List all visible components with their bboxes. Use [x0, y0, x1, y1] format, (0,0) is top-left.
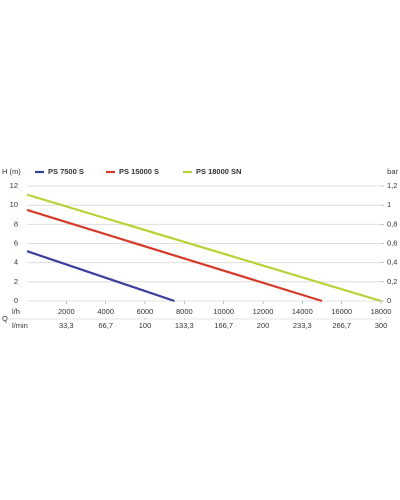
y-tick-label: 4 [14, 258, 18, 267]
legend-label: PS 18000 SN [196, 167, 241, 176]
x-tick-label: 16000 [331, 307, 352, 316]
series-line [26, 208, 323, 303]
x2-tick-label: 33,3 [59, 321, 74, 330]
y2-tick-label: 0,4 [387, 258, 397, 267]
x-tick-label: 18000 [371, 307, 392, 316]
x-axis-label: l/h [12, 307, 20, 316]
y2-tick-label: 0,2 [387, 277, 397, 286]
y-tick-label: 6 [14, 238, 18, 247]
y2-tick-label: 1,2 [387, 181, 397, 190]
x2-tick-label: 233,3 [293, 321, 312, 330]
x-tick-label: 4000 [97, 307, 114, 316]
x2-tick-label: 200 [257, 321, 270, 330]
x2-tick-label: 66,7 [98, 321, 113, 330]
x-tick-label: 10000 [213, 307, 234, 316]
x-tick-label: 2000 [58, 307, 75, 316]
y2-tick-label: 0,6 [387, 238, 397, 247]
x-tick-label: 6000 [137, 307, 154, 316]
x-symbol: Q [2, 314, 8, 323]
series-line [26, 250, 175, 303]
series-line [26, 193, 382, 303]
y2-tick-label: 0,8 [387, 219, 397, 228]
x2-axis-label: l/min [12, 321, 28, 330]
x-tick-label: 14000 [292, 307, 313, 316]
y-tick-label: 2 [14, 277, 18, 286]
x-tick-label: 12000 [253, 307, 274, 316]
legend-label: PS 7500 S [48, 167, 84, 176]
legend-label: PS 15000 S [119, 167, 159, 176]
x-tick-label: 8000 [176, 307, 193, 316]
y-axis-label: H (m) [2, 167, 21, 176]
x2-tick-label: 300 [375, 321, 388, 330]
y2-axis-label: bar [387, 167, 398, 176]
x2-tick-label: 100 [139, 321, 152, 330]
x2-tick-label: 133,3 [175, 321, 194, 330]
y2-tick-label: 1 [387, 200, 391, 209]
y2-tick-label: 0 [387, 296, 391, 305]
y-tick-label: 10 [10, 200, 18, 209]
y-tick-label: 12 [10, 181, 18, 190]
y-tick-label: 8 [14, 219, 18, 228]
y-tick-label: 0 [14, 296, 18, 305]
x2-tick-label: 166,7 [214, 321, 233, 330]
x2-tick-label: 266,7 [332, 321, 351, 330]
